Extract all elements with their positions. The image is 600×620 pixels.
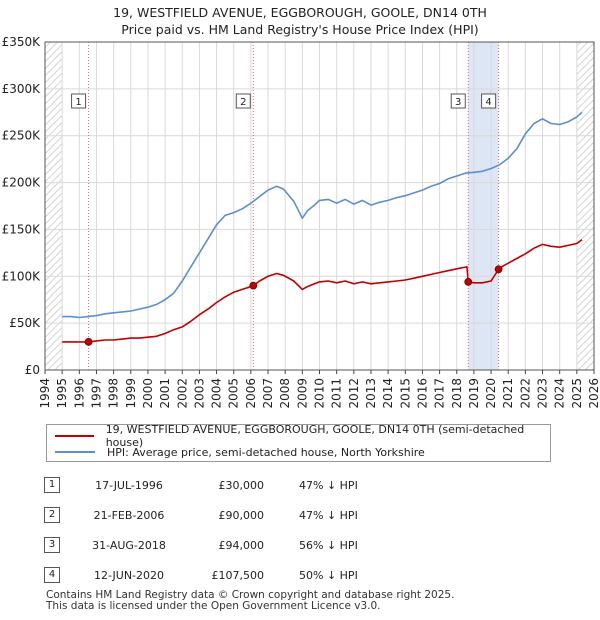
sale-price: £30,000 bbox=[218, 479, 265, 492]
x-tick-label: 2017 bbox=[433, 378, 447, 409]
hatched-region-end bbox=[576, 42, 594, 370]
x-tick-label: 2008 bbox=[278, 378, 292, 409]
x-tick-label: 1997 bbox=[89, 378, 103, 409]
sale-number-badge: 1 bbox=[44, 477, 60, 493]
footer-line-2: This data is licensed under the Open Gov… bbox=[46, 600, 381, 612]
x-tick-label: 2014 bbox=[381, 378, 395, 409]
x-tick-label: 2025 bbox=[570, 378, 584, 409]
legend: 19, WESTFIELD AVENUE, EGGBOROUGH, GOOLE,… bbox=[46, 423, 551, 462]
x-tick-label: 1994 bbox=[38, 378, 52, 409]
sale-point bbox=[494, 265, 503, 274]
plot-frame bbox=[44, 41, 595, 371]
sale-point bbox=[464, 278, 473, 286]
legend-label-hpi: HPI: Average price, semi-detached house,… bbox=[107, 445, 425, 459]
sale-label-box bbox=[450, 93, 466, 109]
sale-label-box bbox=[71, 93, 87, 109]
x-tick-label: 2020 bbox=[484, 378, 498, 409]
x-tick-label: 2018 bbox=[450, 378, 464, 409]
sale-label-number: 4 bbox=[485, 97, 491, 108]
y-tick-label: £350K bbox=[2, 35, 42, 49]
x-tick-label: 2019 bbox=[467, 378, 481, 409]
hpi-line bbox=[62, 111, 583, 319]
sale-price: £90,000 bbox=[218, 509, 265, 522]
table-row: 4 12-JUN-2020 £107,500 50% ↓ HPI bbox=[44, 564, 404, 586]
price-chart: £0 £50K £100K £150K £200K £250K £300K £350K 1994… bbox=[2, 35, 600, 409]
x-tick-label: 1998 bbox=[107, 378, 121, 409]
sale-number-badge: 2 bbox=[44, 507, 60, 523]
sale-label-number: 2 bbox=[240, 97, 246, 108]
chart-title-block: 19, WESTFIELD AVENUE, EGGBOROUGH, GOOLE,… bbox=[0, 4, 600, 38]
sale-number-badge: 3 bbox=[44, 537, 60, 553]
sale-date: 31-AUG-2018 bbox=[92, 539, 166, 552]
sale-label-box bbox=[235, 93, 251, 109]
sale-hpi-diff: 47% ↓ HPI bbox=[299, 509, 358, 522]
x-tick-label: 2022 bbox=[518, 378, 532, 409]
sale-date: 21-FEB-2006 bbox=[93, 509, 165, 522]
sale-number-badge: 4 bbox=[44, 567, 60, 583]
x-tick-label: 2026 bbox=[587, 378, 600, 409]
y-tick-label: £300K bbox=[2, 82, 42, 96]
sale-date: 17-JUL-1996 bbox=[95, 479, 163, 492]
sale-hpi-diff: 50% ↓ HPI bbox=[299, 569, 358, 582]
x-tick-label: 2002 bbox=[175, 378, 189, 409]
sale-point bbox=[249, 281, 258, 290]
x-tick-label: 1995 bbox=[55, 378, 69, 409]
y-tick-label: £200K bbox=[2, 176, 42, 190]
x-tick-label: 2007 bbox=[261, 378, 275, 409]
x-tick-label: 2021 bbox=[501, 378, 515, 409]
sale-label-number: 3 bbox=[455, 97, 461, 108]
y-tick-label: £250K bbox=[2, 129, 42, 143]
x-tick-label: 2001 bbox=[158, 378, 172, 409]
table-row: 2 21-FEB-2006 £90,000 47% ↓ HPI bbox=[44, 504, 404, 526]
x-tick-label: 2013 bbox=[364, 378, 378, 409]
y-tick-label: £100K bbox=[2, 269, 42, 283]
x-tick-label: 2009 bbox=[295, 378, 309, 409]
x-tick-label: 2011 bbox=[330, 378, 344, 409]
footer: Contains HM Land Registry data © Crown c… bbox=[46, 590, 454, 612]
y-tick-label: £150K bbox=[2, 222, 42, 236]
shaded-period bbox=[468, 42, 499, 370]
x-tick-label: 1996 bbox=[72, 378, 86, 409]
table-row: 1 17-JUL-1996 £30,000 47% ↓ HPI bbox=[44, 474, 404, 496]
sale-price: £94,000 bbox=[218, 539, 265, 552]
legend-label-property: 19, WESTFIELD AVENUE, EGGBOROUGH, GOOLE,… bbox=[105, 423, 525, 449]
sale-hpi-diff: 56% ↓ HPI bbox=[299, 539, 358, 552]
x-tick-label: 2000 bbox=[141, 378, 155, 409]
footer-line-1: Contains HM Land Registry data © Crown c… bbox=[46, 589, 455, 601]
x-tick-label: 2003 bbox=[192, 378, 206, 409]
y-tick-label: £0 bbox=[25, 363, 40, 377]
chart-title: 19, WESTFIELD AVENUE, EGGBOROUGH, GOOLE,… bbox=[113, 5, 487, 20]
sale-date: 12-JUN-2020 bbox=[93, 569, 165, 582]
sale-price: £107,500 bbox=[211, 569, 265, 582]
sale-label-box bbox=[481, 93, 497, 109]
legend-swatch-property bbox=[55, 435, 94, 437]
chart-subtitle: Price paid vs. HM Land Registry's House … bbox=[121, 22, 479, 37]
y-tick-label: £50K bbox=[9, 316, 41, 330]
x-tick-label: 2015 bbox=[398, 378, 412, 409]
sale-hpi-diff: 47% ↓ HPI bbox=[299, 479, 358, 492]
x-tick-label: 2004 bbox=[210, 378, 224, 409]
x-tick-label: 2024 bbox=[553, 378, 567, 409]
x-tick-label: 1999 bbox=[124, 378, 138, 409]
sale-point bbox=[84, 337, 93, 346]
x-tick-label: 2012 bbox=[347, 378, 361, 409]
table-row: 3 31-AUG-2018 £94,000 56% ↓ HPI bbox=[44, 534, 404, 556]
hatched-region-start bbox=[45, 42, 63, 370]
x-tick-label: 2006 bbox=[244, 378, 258, 409]
x-tick-label: 2023 bbox=[536, 378, 550, 409]
sale-label-number: 1 bbox=[75, 97, 81, 108]
legend-swatch-hpi bbox=[55, 451, 95, 453]
x-tick-label: 2010 bbox=[313, 378, 327, 409]
legend-item-property: 19, WESTFIELD AVENUE, EGGBOROUGH, GOOLE,… bbox=[47, 423, 550, 449]
x-tick-label: 2005 bbox=[227, 378, 241, 409]
legend-item-hpi: HPI: Average price, semi-detached house,… bbox=[47, 444, 425, 460]
x-tick-label: 2016 bbox=[415, 378, 429, 409]
